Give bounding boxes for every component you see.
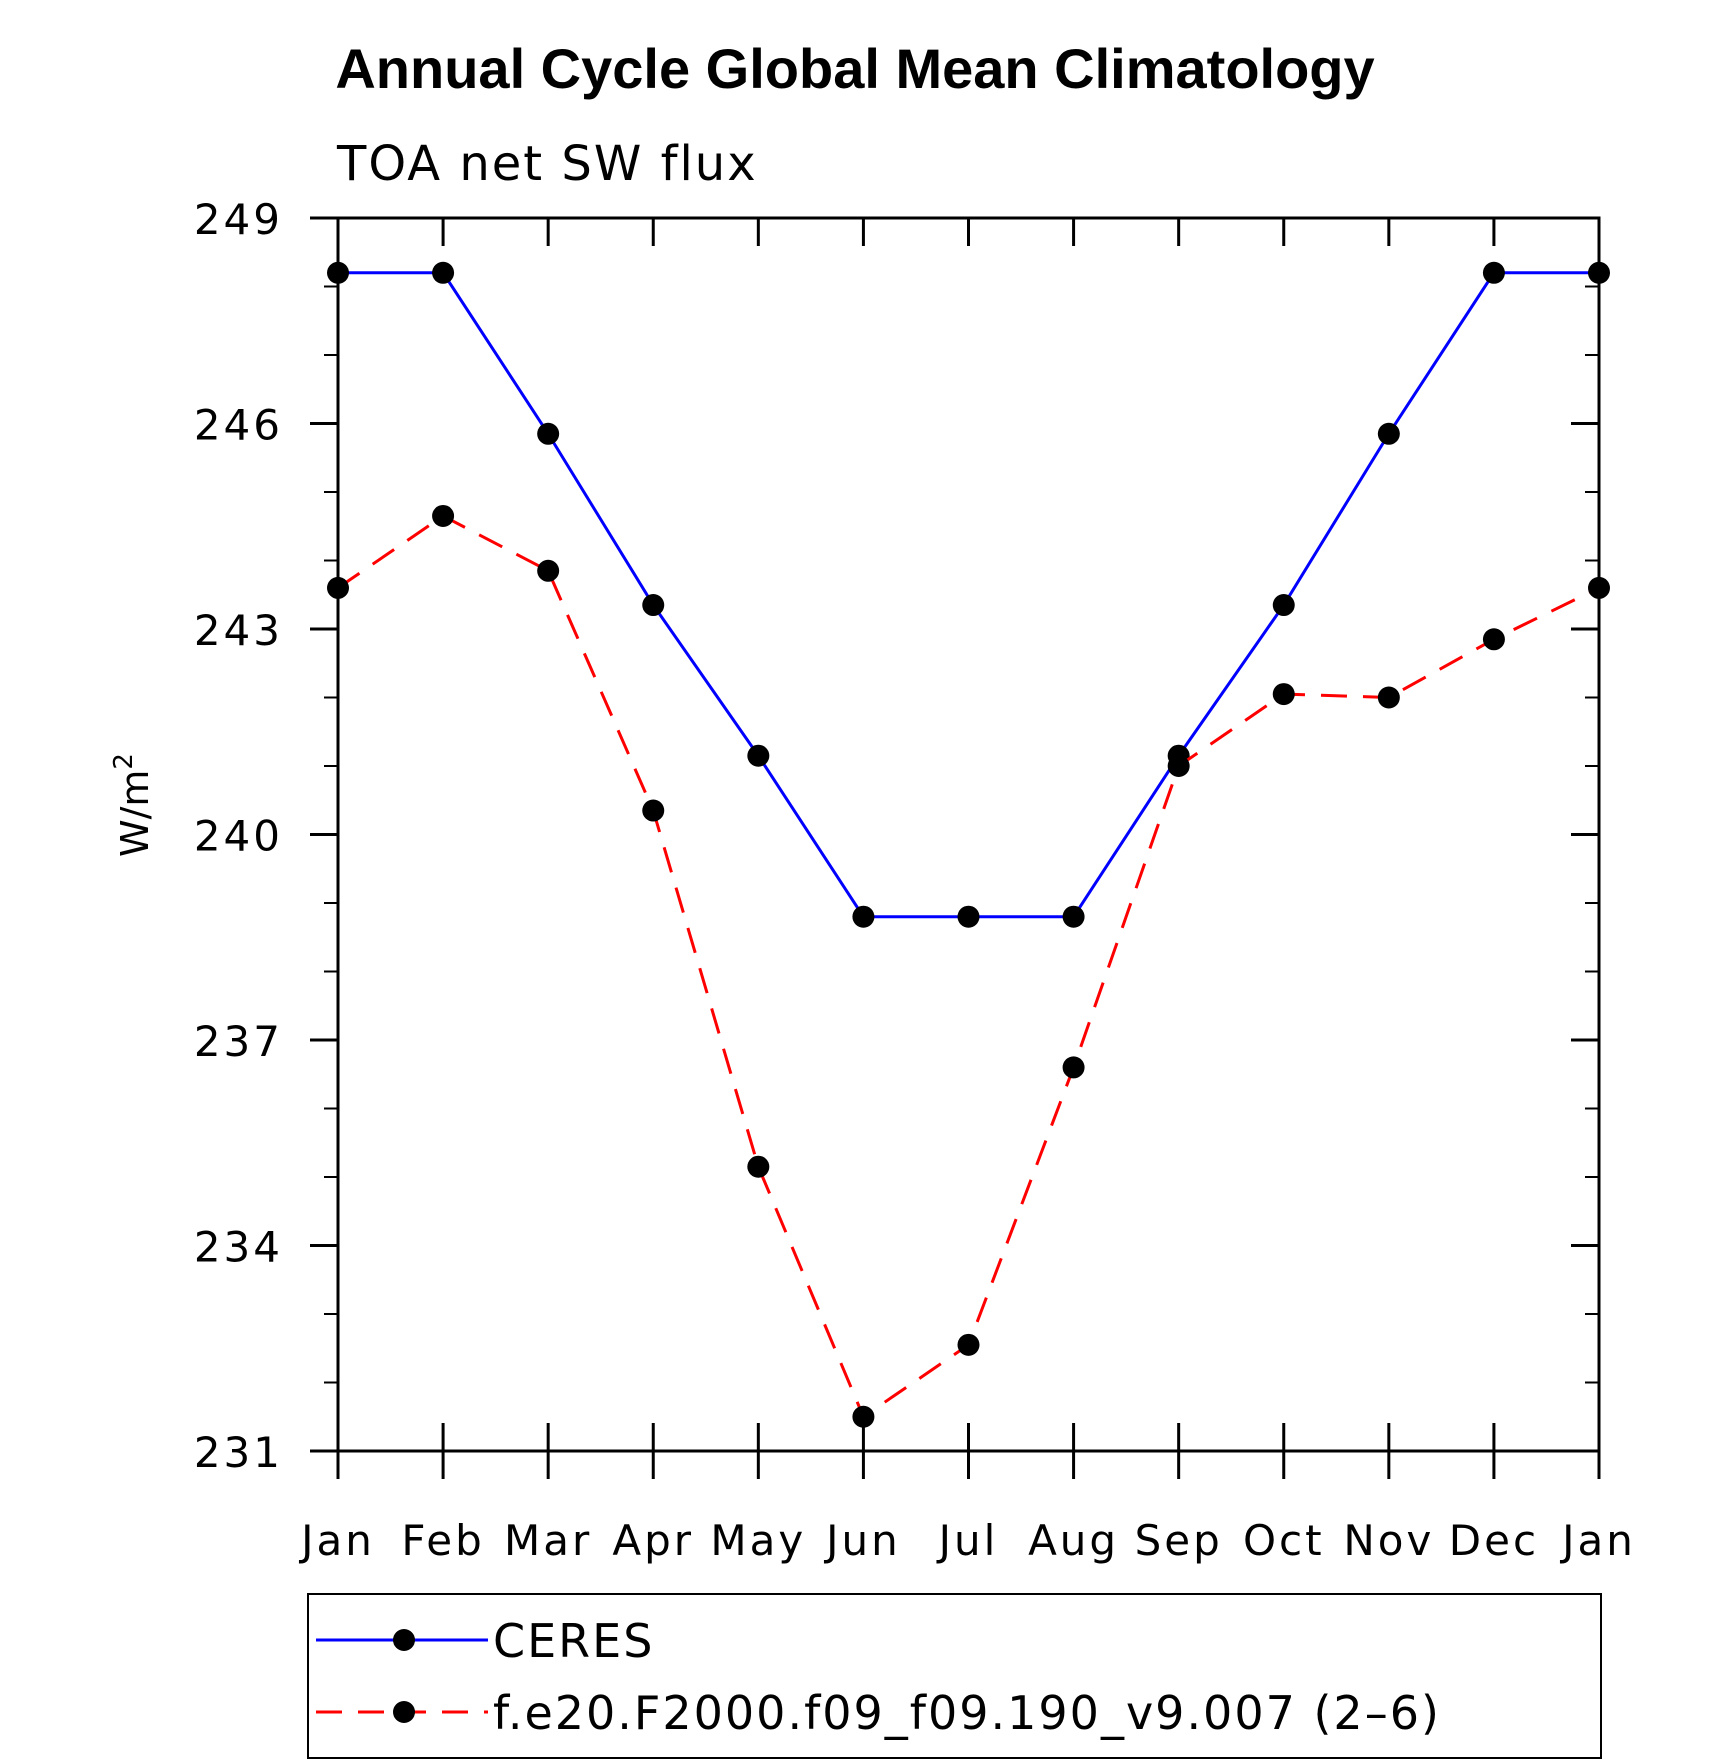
series-0-point [1062,905,1085,928]
y-tick-label: 249 [194,195,283,244]
series-0-point [1482,261,1505,284]
y-tick-label: 240 [194,812,283,861]
series-1-point [747,1155,770,1178]
legend-label: CERES [493,1614,654,1668]
y-tick-label: 234 [194,1223,283,1272]
x-tick-label: Jul [936,1516,999,1565]
series-1-point [537,559,560,582]
legend-entries: CERES f.e20.F2000.f09_f09.190_v9.007 (2–6… [316,1614,1441,1740]
series-0-point [1272,594,1295,617]
series-0-point [1588,261,1610,284]
x-tick-label: Jan [298,1516,375,1565]
x-tick-label: Aug [1028,1516,1119,1565]
series-1-point [1482,628,1505,651]
series-1-point [1588,576,1610,599]
y-tick-label: 231 [194,1428,283,1477]
series-0-point [537,422,560,445]
series-0-point [327,261,349,284]
x-tick-label: Oct [1243,1516,1325,1565]
series-0-point [1377,422,1400,445]
series-1-point [1062,1056,1085,1079]
series-1-point [852,1405,875,1428]
series-line-0 [338,271,1599,919]
legend: CERES f.e20.F2000.f09_f09.190_v9.007 (2–6… [307,1593,1602,1759]
y-tick-label: 243 [194,606,283,655]
series-0-point [642,594,665,617]
series-0-point [957,905,980,928]
series-1-point [957,1333,980,1356]
x-tick-label: Apr [612,1516,694,1565]
series-1-point [1377,686,1400,709]
series-0-point [747,744,770,767]
x-tick-label: Jan [1559,1516,1636,1565]
legend-marker [393,1701,415,1723]
legend-box [307,1593,1602,1759]
y-axis-label: W/m2 [109,753,157,857]
series-layer [327,261,1610,1428]
axes: Jan Feb Mar Apr May Jun Jul Aug Sep Oct Nov Dec Jan 2… [194,195,1636,1565]
x-tick-label: Nov [1343,1516,1434,1565]
legend-label: f.e20.F2000.f09_f09.190_v9.007 (2–6) [493,1686,1441,1740]
x-tick-label: May [710,1516,806,1565]
chart-title: Annual Cycle Global Mean Climatology [335,37,1374,100]
series-0-point [852,905,875,928]
series-1-point [1272,683,1295,706]
y-tick-label: 246 [194,401,283,450]
x-tick-label: Feb [401,1516,484,1565]
series-1-point [327,576,349,599]
legend-marker [393,1629,415,1651]
y-axis-label-superscript: 2 [109,753,139,770]
y-tick-label: 237 [194,1017,283,1066]
series-1-point [1167,755,1190,777]
series-line-1 [337,514,1600,1420]
series-1-point [432,504,455,527]
x-tick-label: Mar [504,1516,592,1565]
x-tick-label: Dec [1449,1516,1539,1565]
x-tick-label: Sep [1135,1516,1223,1565]
series-0-point [432,261,455,284]
chart-subtitle: TOA net SW flux [336,136,758,192]
y-axis-label-text: W/m [113,770,157,857]
series-1-point [642,799,665,822]
x-tick-label: Jun [823,1516,901,1565]
svg-text:W/m2: W/m2 [109,753,157,857]
